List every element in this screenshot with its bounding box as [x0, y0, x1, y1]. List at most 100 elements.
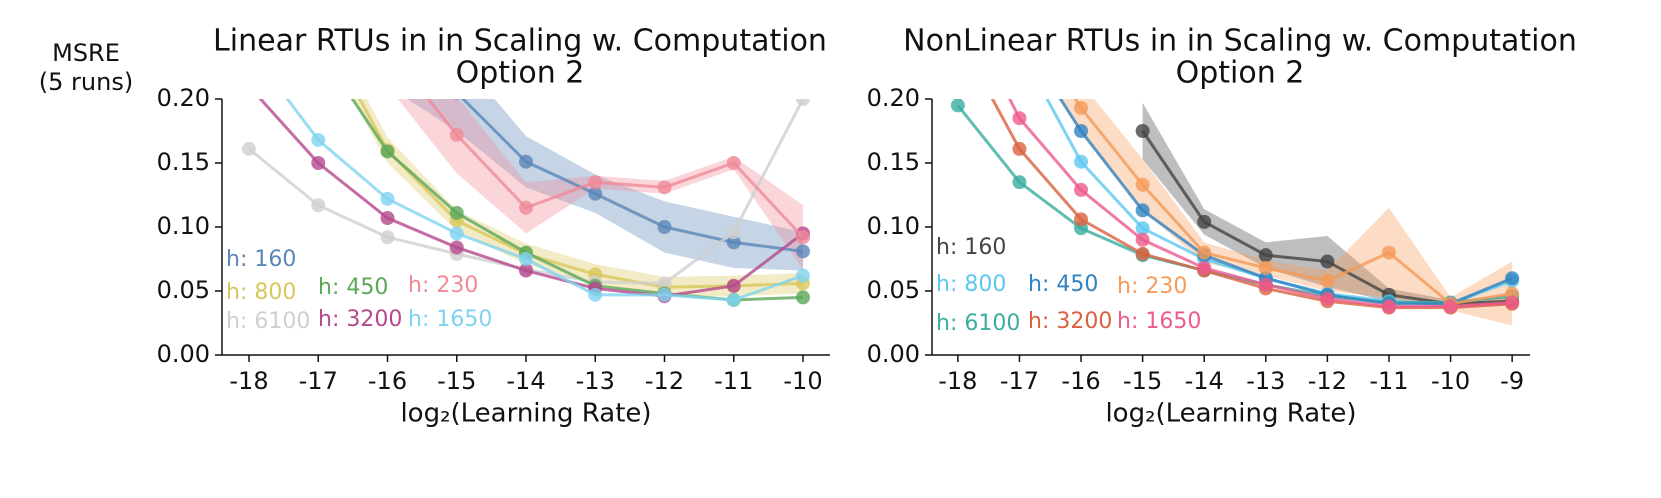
x-tick-label: -13 — [576, 367, 615, 395]
data-point — [1074, 212, 1089, 227]
data-point — [795, 99, 810, 106]
data-point — [726, 278, 741, 293]
data-point — [380, 144, 395, 159]
plot-area — [950, 0, 1520, 326]
data-point — [453, 99, 460, 100]
y-tick-label: 0.20 — [157, 84, 210, 112]
data-point — [1135, 221, 1150, 236]
data-point — [1381, 299, 1396, 314]
legend-label: h: 3200 — [1028, 309, 1112, 334]
data-point — [1505, 271, 1520, 286]
data-point — [1381, 245, 1396, 260]
x-tick-label: -9 — [1500, 367, 1524, 395]
data-point — [1074, 154, 1089, 169]
data-point — [657, 220, 672, 234]
data-point — [242, 79, 256, 93]
data-point — [657, 276, 672, 291]
data-point — [726, 156, 741, 170]
x-tick-label: -14 — [1185, 367, 1224, 395]
data-point — [588, 287, 603, 302]
legend-label: h: 230 — [1117, 274, 1187, 299]
plot-area — [242, 79, 810, 307]
data-point — [1258, 248, 1273, 263]
data-point — [1012, 2, 1026, 16]
x-tick-label: -12 — [1308, 367, 1347, 395]
legend-label: h: 800 — [226, 280, 296, 305]
data-point — [1012, 175, 1027, 190]
data-point — [1135, 246, 1150, 261]
series-line — [1008, 99, 1513, 308]
data-point — [311, 198, 326, 213]
legend-label: h: 1650 — [1117, 309, 1201, 334]
data-point — [1258, 277, 1273, 292]
data-point — [795, 244, 810, 259]
x-tick-label: -14 — [506, 367, 545, 395]
x-tick-label: -13 — [1246, 367, 1285, 395]
data-point — [588, 186, 603, 201]
data-point — [1320, 273, 1335, 288]
data-point — [1258, 260, 1273, 275]
data-point — [449, 240, 464, 255]
data-point — [657, 180, 672, 195]
x-axis-label: log₂(Learning Rate) — [400, 399, 651, 429]
y-tick-label: 0.05 — [157, 276, 210, 304]
y-tick-label: 0.00 — [157, 340, 210, 368]
data-point — [1074, 182, 1089, 197]
data-point — [311, 132, 326, 147]
data-point — [519, 263, 533, 278]
data-point — [380, 230, 395, 245]
x-tick-label: -15 — [437, 367, 476, 395]
y-axis-label: (5 runs) — [39, 68, 133, 96]
x-tick-label: -10 — [783, 367, 822, 395]
legend-label: h: 800 — [936, 272, 1006, 297]
y-tick-label: 0.05 — [867, 276, 920, 304]
data-point — [726, 225, 741, 240]
data-point — [1505, 295, 1520, 310]
legend-label: h: 160 — [936, 235, 1006, 260]
data-point — [311, 156, 326, 170]
data-point — [1135, 177, 1150, 192]
data-point — [242, 141, 257, 156]
data-point — [449, 127, 464, 142]
y-tick-label: 0.20 — [867, 84, 920, 112]
y-tick-label: 0.10 — [157, 212, 210, 240]
data-point — [795, 268, 810, 283]
data-point — [449, 226, 464, 241]
x-tick-label: -12 — [645, 367, 684, 395]
legend-label: h: 3200 — [318, 307, 402, 332]
data-point — [519, 200, 533, 215]
legend-label: h: 450 — [1028, 272, 1098, 297]
data-point — [1197, 245, 1212, 260]
data-point — [519, 252, 533, 266]
error-band — [352, 99, 803, 298]
x-tick-label: -15 — [1123, 367, 1162, 395]
error-band — [1059, 99, 1513, 326]
x-tick-label: -11 — [714, 367, 753, 395]
data-point — [795, 290, 810, 305]
data-point — [1074, 100, 1089, 115]
data-point — [657, 287, 672, 302]
x-axis-label: log₂(Learning Rate) — [1105, 399, 1356, 429]
data-point — [1197, 214, 1212, 229]
x-tick-label: -16 — [1061, 367, 1100, 395]
data-point — [519, 154, 533, 169]
data-point — [726, 292, 741, 307]
data-point — [726, 235, 741, 250]
data-point — [1012, 111, 1027, 126]
series-line — [1058, 99, 1513, 306]
x-tick-label: -10 — [1431, 367, 1470, 395]
data-point — [951, 0, 965, 4]
y-axis-label: MSRE — [52, 39, 120, 67]
y-tick-label: 0.15 — [157, 148, 210, 176]
legend-label: h: 230 — [408, 273, 478, 298]
data-point — [950, 99, 965, 113]
x-tick-label: -18 — [938, 367, 977, 395]
y-tick-label: 0.10 — [867, 212, 920, 240]
data-point — [1074, 124, 1089, 138]
legend-label: h: 6100 — [226, 309, 310, 334]
legend-label: h: 6100 — [936, 311, 1020, 336]
subtitle: Option 2 — [1176, 56, 1305, 91]
y-tick-label: 0.15 — [867, 148, 920, 176]
title: Linear RTUs in in Scaling w. Computation — [213, 24, 827, 59]
